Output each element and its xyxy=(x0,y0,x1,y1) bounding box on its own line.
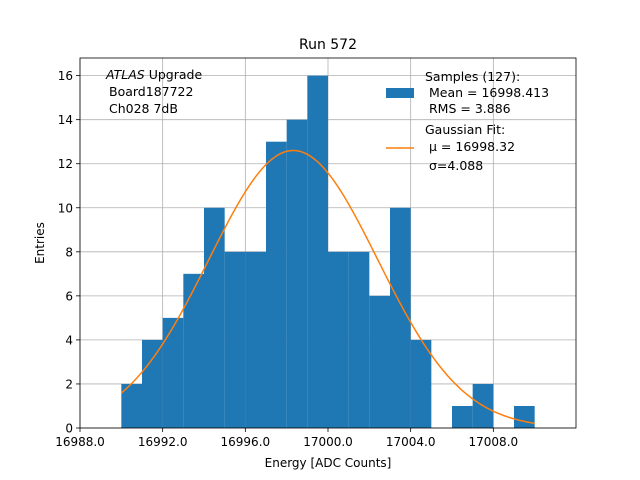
x-axis-label: Energy [ADC Counts] xyxy=(265,456,392,470)
histogram-bar-8 xyxy=(286,119,308,429)
histogram-bars xyxy=(121,75,535,429)
y-tick-label-5: 10 xyxy=(58,201,73,215)
histogram-bar-3 xyxy=(183,273,204,428)
histogram-bar-10 xyxy=(328,251,349,428)
histogram-bar-4 xyxy=(204,207,225,428)
histogram-bar-0 xyxy=(121,383,142,428)
legend-fit-sigma: σ=4.088 xyxy=(429,158,483,173)
histogram-bar-11 xyxy=(348,251,370,428)
legend-samples-rms: RMS = 3.886 xyxy=(429,101,511,116)
x-tick-label-4: 17004.0 xyxy=(386,435,436,449)
x-tick-label-3: 17000.0 xyxy=(303,435,353,449)
histogram-bar-7 xyxy=(266,141,287,428)
atlas-upgrade-label: ATLAS Upgrade xyxy=(105,67,202,82)
histogram-bar-16 xyxy=(452,405,473,428)
y-tick-label-4: 8 xyxy=(65,245,73,259)
y-axis-ticks: 0 2 4 6 8 10 12 14 16 xyxy=(58,69,80,436)
histogram-bar-9 xyxy=(307,75,328,428)
histogram-bar-13 xyxy=(390,207,411,428)
x-axis-ticks: 16988.0 16992.0 16996.0 17000.0 17004.0 17008… xyxy=(55,428,518,449)
y-tick-label-2: 4 xyxy=(65,333,73,347)
atlas-label: ATLAS xyxy=(105,67,145,82)
board-label: Board187722 xyxy=(109,84,193,99)
x-tick-label-2: 16996.0 xyxy=(221,435,271,449)
upgrade-label: Upgrade xyxy=(145,67,203,82)
chart-title: Run 572 xyxy=(299,37,357,53)
legend-samples-mean: Mean = 16998.413 xyxy=(429,85,549,100)
histogram-bar-6 xyxy=(245,251,266,428)
info-annotation: ATLAS Upgrade Board187722 Ch028 7dB xyxy=(105,67,202,116)
y-tick-label-3: 6 xyxy=(65,289,73,303)
y-tick-label-6: 12 xyxy=(58,157,73,171)
channel-label: Ch028 7dB xyxy=(109,101,178,116)
y-tick-label-0: 0 xyxy=(65,422,73,436)
gaussian-fit-curve xyxy=(120,149,535,425)
histogram-bar-2 xyxy=(162,317,184,428)
legend-samples-title: Samples (127): xyxy=(425,69,520,84)
y-tick-label-7: 14 xyxy=(58,113,73,127)
histogram-bar-19 xyxy=(514,405,535,428)
x-tick-label-5: 17008.0 xyxy=(469,435,519,449)
histogram-bar-14 xyxy=(410,339,432,428)
histogram-bar-12 xyxy=(369,295,390,428)
x-tick-label-1: 16992.0 xyxy=(138,435,188,449)
y-tick-label-8: 16 xyxy=(58,69,73,83)
histogram-bar-5 xyxy=(224,251,246,428)
y-tick-label-1: 2 xyxy=(65,377,73,391)
y-axis-label: Entries xyxy=(33,222,47,264)
histogram-bar-1 xyxy=(142,339,163,428)
legend-fit-title: Gaussian Fit: xyxy=(425,122,505,137)
legend: Samples (127): Mean = 16998.413 RMS = 3.… xyxy=(386,69,549,173)
legend-fit-mu: μ = 16998.32 xyxy=(429,139,515,154)
legend-samples-swatch xyxy=(386,88,414,98)
x-tick-label-0: 16988.0 xyxy=(55,435,105,449)
